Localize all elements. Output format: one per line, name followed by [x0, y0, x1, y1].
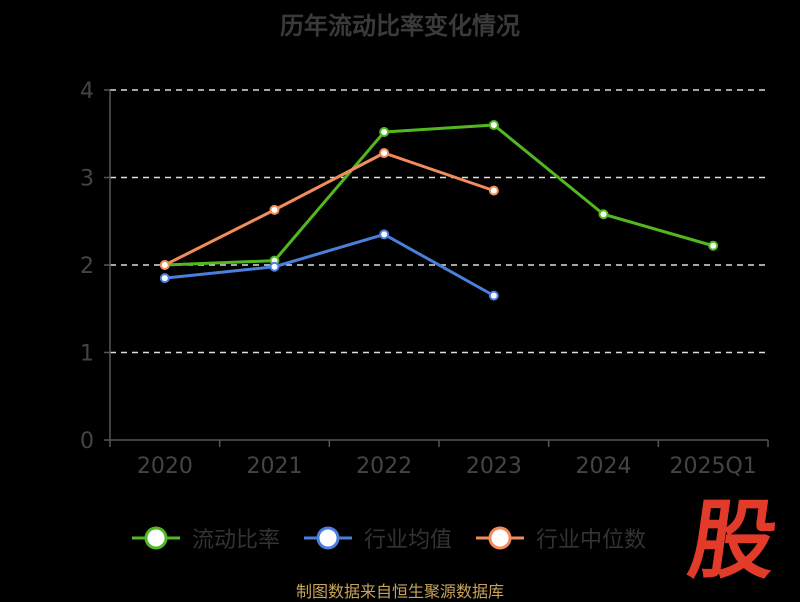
axes: 0 1 2 3 4 2020 2021 2022 2023 2024 2025Q1 — [80, 79, 769, 479]
data-point — [488, 185, 499, 196]
data-point — [488, 120, 499, 130]
y-tick-label: 4 — [80, 79, 94, 104]
legend-label: 流动比率 — [192, 528, 281, 553]
x-tick-label: 2024 — [576, 454, 632, 479]
legend-label: 行业中位数 — [536, 528, 647, 553]
y-tick-label: 2 — [80, 254, 94, 279]
legend-marker-icon — [132, 526, 180, 550]
data-point — [379, 229, 390, 240]
data-point — [379, 127, 390, 137]
x-tick-label: 2023 — [466, 454, 522, 479]
chart-legend: 流动比率 行业均值 行业中位数 — [130, 518, 646, 558]
chart-title: 历年流动比率变化情况 — [280, 12, 520, 40]
x-tick-label: 2025Q1 — [670, 454, 757, 479]
data-point — [159, 273, 170, 284]
series-line — [164, 151, 495, 267]
series-line — [164, 123, 714, 267]
data-source-note: 制图数据来自恒生聚源数据库 — [295, 582, 504, 601]
legend-item-liquidity[interactable]: 流动比率 — [130, 522, 280, 554]
series-lines — [159, 120, 719, 301]
brand-logo: 股 — [682, 491, 784, 591]
legend-marker-icon — [304, 526, 353, 550]
data-point — [488, 290, 499, 301]
legend-marker-icon — [476, 526, 525, 550]
x-tick-label: 2021 — [247, 454, 303, 479]
series-line — [164, 232, 495, 297]
x-tick-label: 2022 — [356, 454, 412, 479]
data-point — [598, 209, 609, 220]
y-tick-label: 1 — [80, 342, 94, 367]
legend-item-industry-median[interactable]: 行业中位数 — [474, 522, 646, 554]
legend-label: 行业均值 — [364, 528, 453, 553]
data-point — [269, 204, 280, 215]
data-point — [159, 260, 170, 270]
data-point — [708, 240, 719, 251]
legend-item-industry-mean[interactable]: 行业均值 — [302, 522, 452, 554]
y-tick-label: 3 — [80, 167, 94, 192]
x-tick-label: 2020 — [137, 454, 193, 479]
y-tick-label: 0 — [80, 429, 94, 454]
data-point — [379, 148, 390, 158]
data-point — [269, 261, 280, 272]
